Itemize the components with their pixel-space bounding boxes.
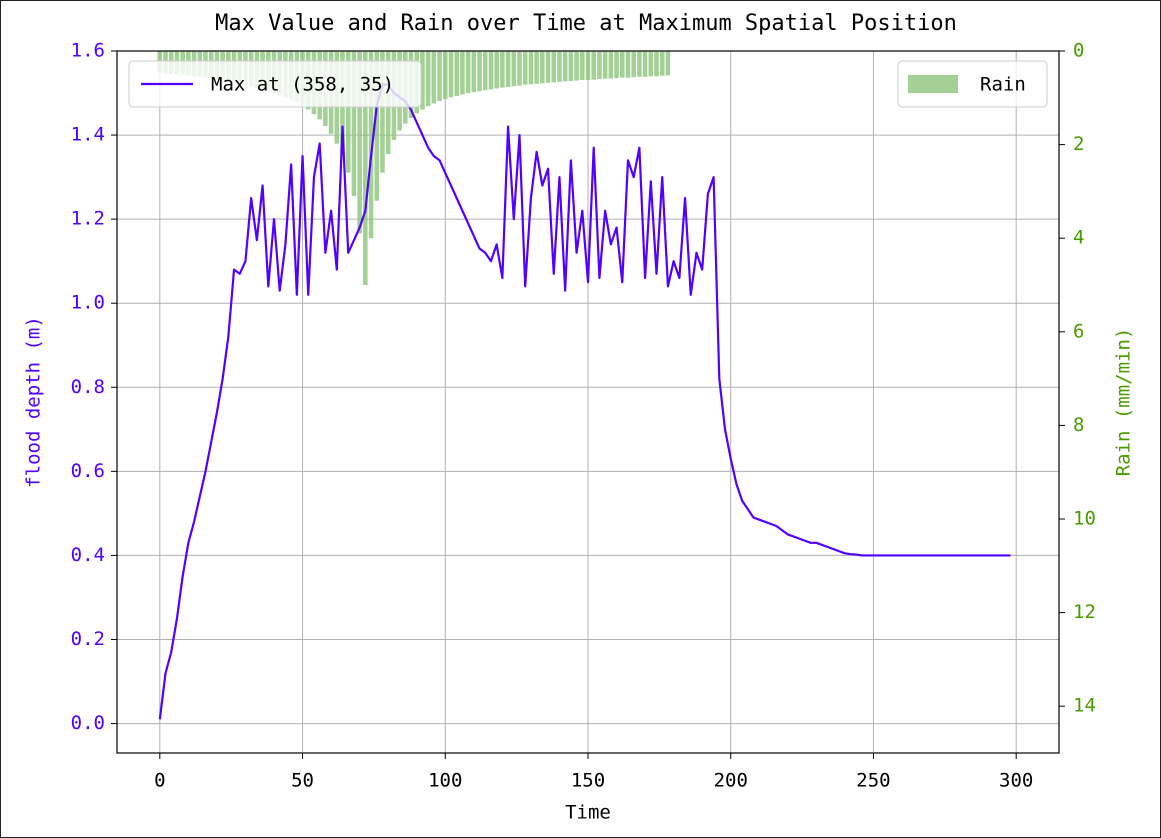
rain-bar: [380, 51, 385, 173]
rain-bar: [471, 51, 477, 93]
legend-box: [897, 60, 1048, 108]
rain-bar: [511, 51, 517, 87]
y-tick-label: 1.4: [71, 124, 105, 146]
rain-bar: [608, 51, 614, 79]
rain-bar: [368, 51, 374, 239]
y-tick-label: 0.4: [71, 544, 105, 566]
y-tick-label: 0.8: [71, 376, 105, 398]
rain-bar: [460, 51, 465, 95]
y2-tick-label: 8: [1073, 414, 1084, 436]
rain-bar: [437, 51, 442, 102]
chart-title: Max Value and Rain over Time at Maximum …: [215, 11, 957, 36]
rain-bar: [363, 51, 368, 285]
legend-swatch: [908, 75, 958, 93]
y2-tick-label: 12: [1073, 601, 1096, 623]
rain-bar: [465, 51, 471, 94]
rain-bar: [357, 51, 362, 234]
y2-tick-label: 10: [1073, 508, 1096, 530]
y2-tick-label: 4: [1073, 227, 1084, 249]
rain-bar: [642, 51, 648, 77]
rain-bar: [540, 51, 545, 84]
rain-bar: [505, 51, 511, 88]
legend-box: [128, 60, 422, 108]
y-tick-label: 0.2: [71, 628, 105, 650]
rain-bar: [597, 51, 602, 80]
rain-bar: [585, 51, 591, 81]
x-tick-label: 300: [999, 770, 1033, 792]
rain-bar: [425, 51, 431, 107]
y-tick-label: 1.6: [71, 40, 105, 62]
rain-bar: [568, 51, 574, 81]
x-tick-label: 250: [856, 770, 890, 792]
rain-bar: [659, 51, 665, 76]
rain-bar: [517, 51, 522, 86]
x-tick-label: 100: [428, 770, 462, 792]
rain-bar: [665, 51, 671, 76]
rain-bar: [545, 51, 551, 83]
y-tick-label: 0.6: [71, 460, 105, 482]
rain-bar: [345, 51, 351, 173]
y2-tick-label: 14: [1073, 695, 1096, 717]
rain-bar: [551, 51, 557, 83]
rain-bar: [625, 51, 631, 78]
rain-bar: [488, 51, 494, 90]
rain-bar: [351, 51, 357, 197]
rain-bar: [557, 51, 562, 82]
rain-bar: [482, 51, 488, 91]
y-axis-label: flood depth (m): [23, 316, 45, 488]
y-tick-label: 1.0: [71, 292, 105, 314]
rain-bar: [580, 51, 585, 81]
rain-bar: [614, 51, 619, 79]
legend-label: Max at (358, 35): [211, 74, 394, 96]
rain-bar: [477, 51, 482, 92]
y-tick-label: 1.2: [71, 208, 105, 230]
rain-bar: [494, 51, 499, 89]
y2-tick-label: 0: [1073, 40, 1084, 62]
y2-tick-label: 2: [1073, 133, 1084, 155]
x-tick-label: 0: [154, 770, 165, 792]
y2-tick-label: 6: [1073, 320, 1084, 342]
y2-axis-label: Rain (mm/min): [1113, 328, 1135, 477]
plot-frame: [116, 50, 1060, 754]
rain-bar: [602, 51, 608, 79]
x-tick-label: 50: [291, 770, 314, 792]
rain-bar: [619, 51, 625, 78]
rain-bar: [500, 51, 505, 88]
rain-bar: [448, 51, 454, 98]
rain-bar: [654, 51, 659, 77]
rain-bar: [534, 51, 539, 84]
rain-bar: [522, 51, 528, 85]
rain-bar: [637, 51, 642, 77]
x-tick-label: 200: [714, 770, 748, 792]
rain-bar: [454, 51, 459, 96]
rain-bar: [591, 51, 596, 80]
rain-bar: [442, 51, 448, 100]
rain-bar: [528, 51, 534, 85]
rain-bar: [574, 51, 579, 81]
legend-label: Rain: [980, 74, 1026, 96]
rain-bar: [374, 51, 380, 201]
y-tick-label: 0.0: [71, 712, 105, 734]
rain-bar: [648, 51, 654, 77]
rain-bar: [420, 51, 425, 110]
x-tick-label: 150: [571, 770, 605, 792]
x-axis-label: Time: [565, 802, 611, 824]
rain-bar: [631, 51, 636, 78]
depth-line: [158, 83, 1011, 720]
rain-bar: [562, 51, 568, 82]
rain-bar: [431, 51, 437, 104]
